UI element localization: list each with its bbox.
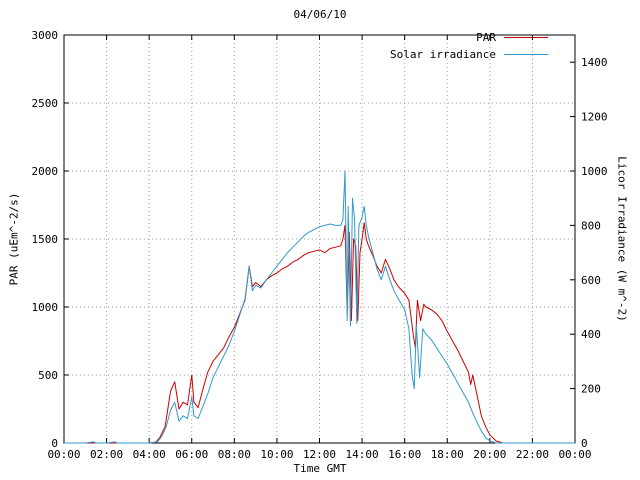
y-tick-label-left: 1500 xyxy=(32,233,59,246)
x-tick-label: 08:00 xyxy=(218,448,251,461)
x-tick-label: 06:00 xyxy=(175,448,208,461)
y-tick-label-right: 600 xyxy=(581,274,601,287)
x-tick-label: 10:00 xyxy=(260,448,293,461)
chart-title: 04/06/10 xyxy=(293,8,347,21)
x-tick-label: 02:00 xyxy=(90,448,123,461)
y-tick-label-left: 500 xyxy=(38,369,58,382)
legend-label-solar-irradiance: Solar irradiance xyxy=(390,48,496,61)
y-tick-label-left: 2500 xyxy=(32,97,59,110)
x-tick-label: 22:00 xyxy=(516,448,549,461)
y-tick-label-left: 1000 xyxy=(32,301,59,314)
y-tick-label-right: 800 xyxy=(581,219,601,232)
legend-line-solar-irradiance xyxy=(504,54,548,55)
y-tick-label-right: 400 xyxy=(581,328,601,341)
x-tick-label: 00:00 xyxy=(558,448,591,461)
x-tick-label: 00:00 xyxy=(47,448,80,461)
x-tick-label: 18:00 xyxy=(431,448,464,461)
x-tick-label: 20:00 xyxy=(473,448,506,461)
y-tick-label-right: 200 xyxy=(581,383,601,396)
series-line-solar-irradiance xyxy=(64,170,575,444)
legend: PAR Solar irradiance xyxy=(390,31,548,61)
x-tick-label: 12:00 xyxy=(303,448,336,461)
y-tick-label-left: 3000 xyxy=(32,29,59,42)
y-tick-label-right: 0 xyxy=(581,437,588,450)
legend-line-par xyxy=(504,37,548,38)
y-tick-label-left: 2000 xyxy=(32,165,59,178)
legend-item-par: PAR xyxy=(390,31,548,44)
y-tick-label-right: 1400 xyxy=(581,56,608,69)
legend-item-solar-irradiance: Solar irradiance xyxy=(390,48,548,61)
y-tick-label-right: 1200 xyxy=(581,111,608,124)
y-tick-label-left: 0 xyxy=(51,437,58,450)
x-tick-label: 16:00 xyxy=(388,448,421,461)
x-tick-label: 14:00 xyxy=(346,448,379,461)
x-axis-label: Time GMT xyxy=(293,462,347,475)
legend-label-par: PAR xyxy=(476,31,496,44)
y-tick-label-right: 1000 xyxy=(581,165,608,178)
x-tick-label: 04:00 xyxy=(133,448,166,461)
